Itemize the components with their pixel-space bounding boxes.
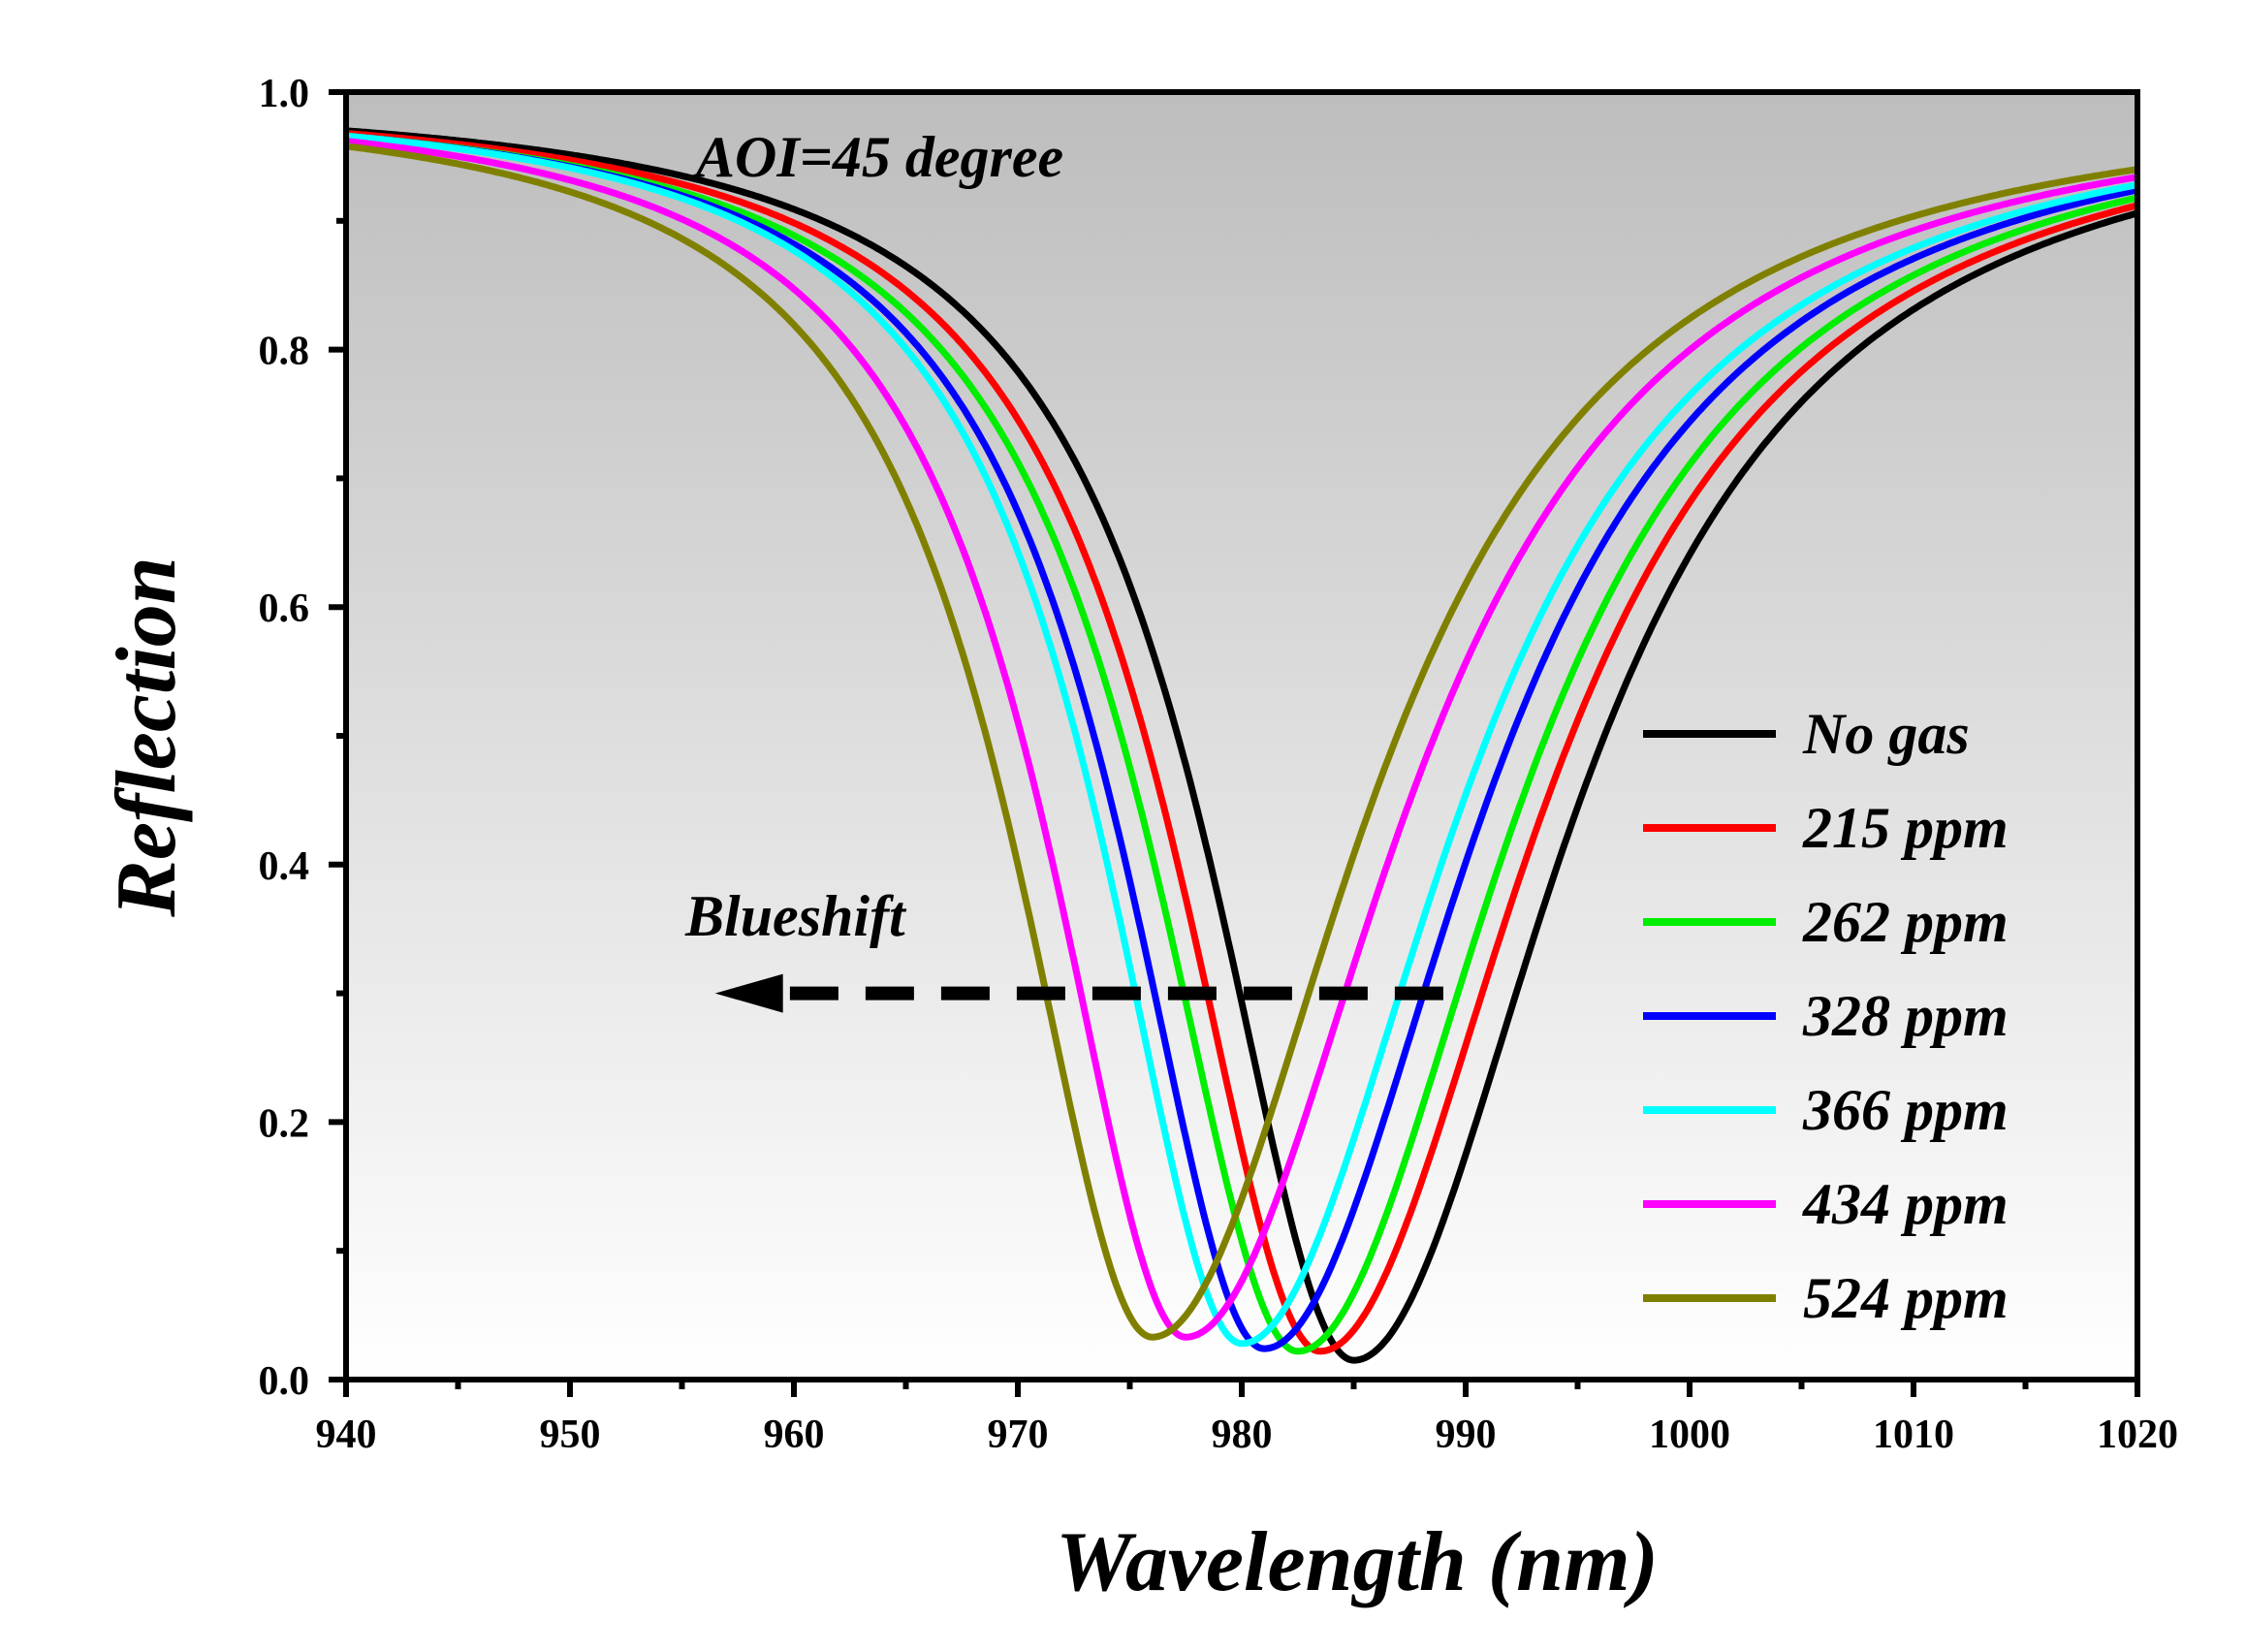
y-tick-label: 0.8 (259, 330, 310, 374)
x-tick-label: 980 (1212, 1413, 1273, 1457)
x-tick-label: 1010 (1873, 1413, 1954, 1457)
blueshift-arrow-head (714, 973, 783, 1013)
y-tick-label: 1.0 (259, 72, 310, 116)
aoi-annotation: AOI=45 degree (692, 125, 1063, 189)
x-tick-label: 990 (1436, 1413, 1497, 1457)
plot-background (346, 92, 2137, 1380)
x-axis-title: Wavelength (nm) (1056, 1515, 1659, 1609)
legend-label-3: 328 ppm (1802, 984, 2009, 1048)
x-axis-ticks: 940 950 960 970 980 990 1000 1010 1020 (316, 1380, 2178, 1457)
y-tick-label: 0.4 (259, 844, 310, 889)
legend-label-1: 215 ppm (1802, 796, 2009, 860)
legend-label-4: 366 ppm (1802, 1078, 2009, 1142)
series-layer (346, 127, 2137, 1364)
blueshift-label: Blueshift (684, 884, 907, 948)
y-tick-label: 0.2 (259, 1101, 310, 1146)
series-line-4 (346, 132, 2137, 1348)
series-line-6 (346, 143, 2137, 1341)
y-tick-label: 0.0 (259, 1359, 310, 1404)
x-tick-label: 940 (316, 1413, 377, 1457)
series-line-5 (346, 138, 2137, 1341)
y-tick-label: 0.6 (259, 587, 310, 631)
blueshift-arrow (714, 973, 1443, 1013)
series-line-1 (346, 130, 2137, 1355)
x-tick-label: 970 (988, 1413, 1049, 1457)
x-tick-label: 950 (540, 1413, 601, 1457)
series-line-0 (346, 127, 2137, 1364)
legend-label-2: 262 ppm (1802, 890, 2009, 954)
x-tick-label: 1000 (1649, 1413, 1730, 1457)
x-tick-label: 960 (764, 1413, 825, 1457)
legend: No gas 215 ppm 262 ppm 328 ppm 366 ppm 434 pp… (1643, 702, 2009, 1330)
y-axis-ticks: 0.0 0.2 0.4 0.6 0.8 1.0 (259, 72, 346, 1404)
legend-label-6: 524 ppm (1803, 1266, 2009, 1330)
legend-label-0: No gas (1802, 702, 1970, 766)
legend-label-5: 434 ppm (1802, 1172, 2009, 1236)
x-tick-label: 1020 (2097, 1413, 2178, 1457)
y-axis-title: Reflection (100, 556, 194, 917)
